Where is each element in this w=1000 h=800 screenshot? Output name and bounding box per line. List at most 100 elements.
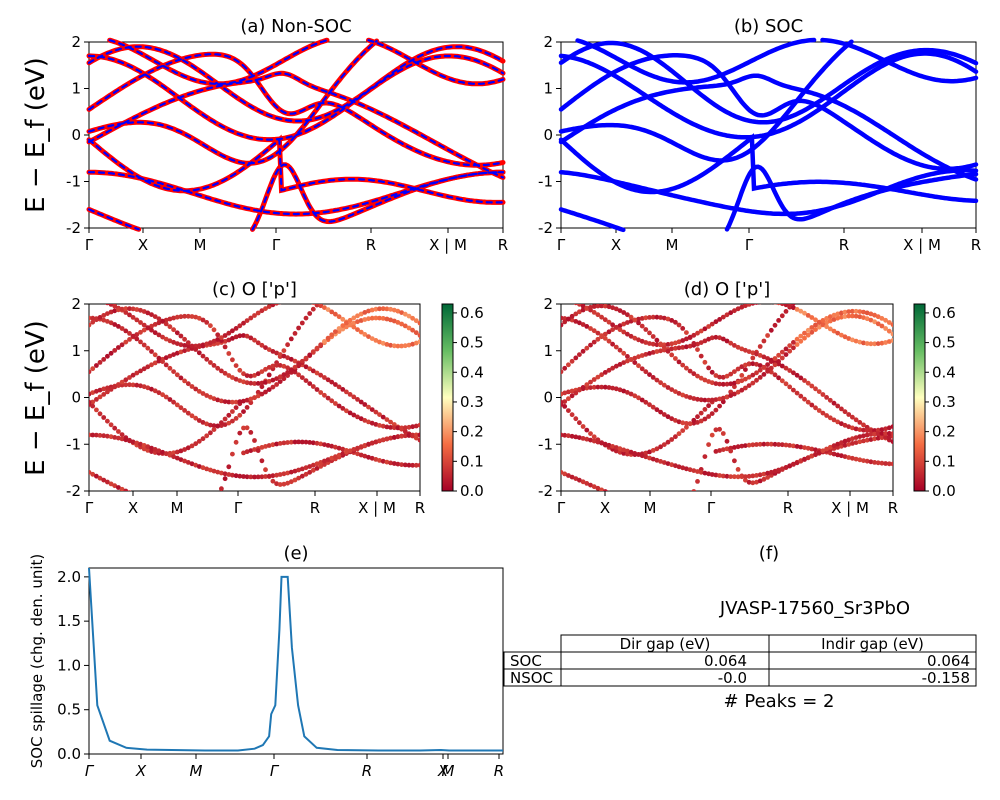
y-tick-label: -1 — [66, 435, 81, 453]
scatter-point — [97, 315, 103, 320]
scatter-point — [402, 433, 408, 439]
scatter-point — [658, 341, 663, 347]
scatter-point — [673, 463, 678, 469]
scatter-point — [222, 333, 228, 338]
scatter-point — [167, 324, 173, 330]
scatter-point — [171, 339, 177, 345]
scatter-point — [274, 472, 279, 478]
scatter-point — [233, 405, 239, 410]
panel-title: (d) O ['p'] — [684, 279, 770, 300]
scatter-point — [377, 438, 382, 444]
scatter-point — [831, 417, 837, 423]
scatter-point — [116, 324, 121, 329]
scatter-point — [732, 369, 737, 374]
scatter-point — [130, 439, 136, 445]
scatter-point — [244, 373, 250, 378]
scatter-point — [610, 327, 615, 332]
scatter-point — [754, 361, 759, 367]
scatter-point — [883, 431, 888, 436]
scatter-point — [395, 461, 401, 467]
scatter-point — [739, 378, 745, 384]
scatter-point — [204, 421, 210, 427]
scatter-point — [410, 327, 415, 333]
scatter-point — [573, 355, 579, 361]
scatter-point — [340, 316, 346, 322]
scatter-point — [709, 380, 715, 386]
scatter-point — [94, 432, 99, 438]
scatter-point — [263, 380, 268, 385]
scatter-point — [861, 458, 866, 463]
scatter-point — [606, 304, 612, 310]
scatter-point — [266, 304, 272, 309]
scatter-point — [413, 423, 419, 429]
scatter-point — [850, 313, 855, 319]
scatter-point — [174, 330, 180, 336]
scatter-point — [410, 341, 415, 347]
scatter-point — [314, 461, 320, 467]
x-tick-label: R — [839, 236, 849, 254]
scatter-point — [296, 361, 301, 367]
scatter-point — [189, 314, 195, 319]
scatter-point — [861, 315, 866, 320]
band-line — [558, 168, 979, 217]
scatter-point — [628, 333, 634, 339]
scatter-point — [886, 320, 892, 325]
scatter-point — [835, 445, 841, 450]
scatter-point — [602, 336, 608, 341]
scatter-point — [380, 316, 386, 321]
scatter-point — [222, 370, 228, 376]
scatter-point — [351, 447, 357, 452]
scatter-point — [230, 375, 235, 380]
scatter-point — [116, 307, 121, 313]
scatter-point — [219, 420, 224, 426]
scatter-point — [746, 361, 752, 367]
scatter-point — [145, 385, 151, 391]
x-tick-label: X | M — [429, 236, 467, 254]
scatter-point — [602, 304, 608, 309]
scatter-point — [698, 375, 704, 381]
scatter-point — [831, 317, 837, 322]
scatter-point — [255, 448, 261, 453]
scatter-point — [226, 464, 232, 470]
scatter-point — [613, 445, 619, 450]
scatter-point — [89, 322, 92, 328]
scatter-point — [839, 421, 844, 427]
scatter-point — [595, 336, 601, 342]
scatter-point — [167, 452, 173, 458]
scatter-point — [577, 309, 582, 315]
scatter-point — [765, 441, 770, 447]
scatter-point — [369, 315, 375, 321]
scatter-point — [167, 338, 173, 344]
scatter-point — [248, 430, 254, 435]
scatter-point — [673, 345, 678, 351]
scatter-point — [746, 374, 752, 380]
scatter-point — [665, 461, 671, 466]
scatter-point — [765, 470, 770, 476]
scatter-point — [402, 425, 408, 431]
scatter-point — [816, 389, 822, 394]
scatter-point — [413, 432, 419, 438]
scatter-point — [248, 373, 254, 379]
y-tick-label: 2 — [71, 295, 81, 313]
scatter-point — [632, 393, 638, 399]
panel-e: 0.00.51.01.52.0Γ X M Γ R XM R(e)SOC spillage (… — [28, 543, 504, 780]
scatter-point — [204, 393, 210, 398]
scatter-point — [259, 380, 265, 386]
scatter-point — [886, 328, 892, 334]
scatter-point — [138, 441, 143, 447]
scatter-point — [384, 436, 390, 442]
y-tick-label: 1.5 — [57, 612, 81, 630]
scatter-point — [89, 399, 92, 405]
scatter-point — [750, 380, 756, 386]
scatter-point — [625, 320, 630, 325]
scatter-point — [732, 391, 737, 397]
scatter-point — [391, 425, 397, 431]
scatter-point — [384, 424, 390, 430]
scatter-point — [588, 431, 593, 436]
table-cell: -0.158 — [922, 669, 970, 687]
scatter-point — [241, 425, 246, 431]
x-tick-label: M — [190, 762, 203, 780]
scatter-point — [827, 444, 833, 450]
scatter-point — [391, 318, 397, 324]
scatter-point — [779, 378, 785, 384]
